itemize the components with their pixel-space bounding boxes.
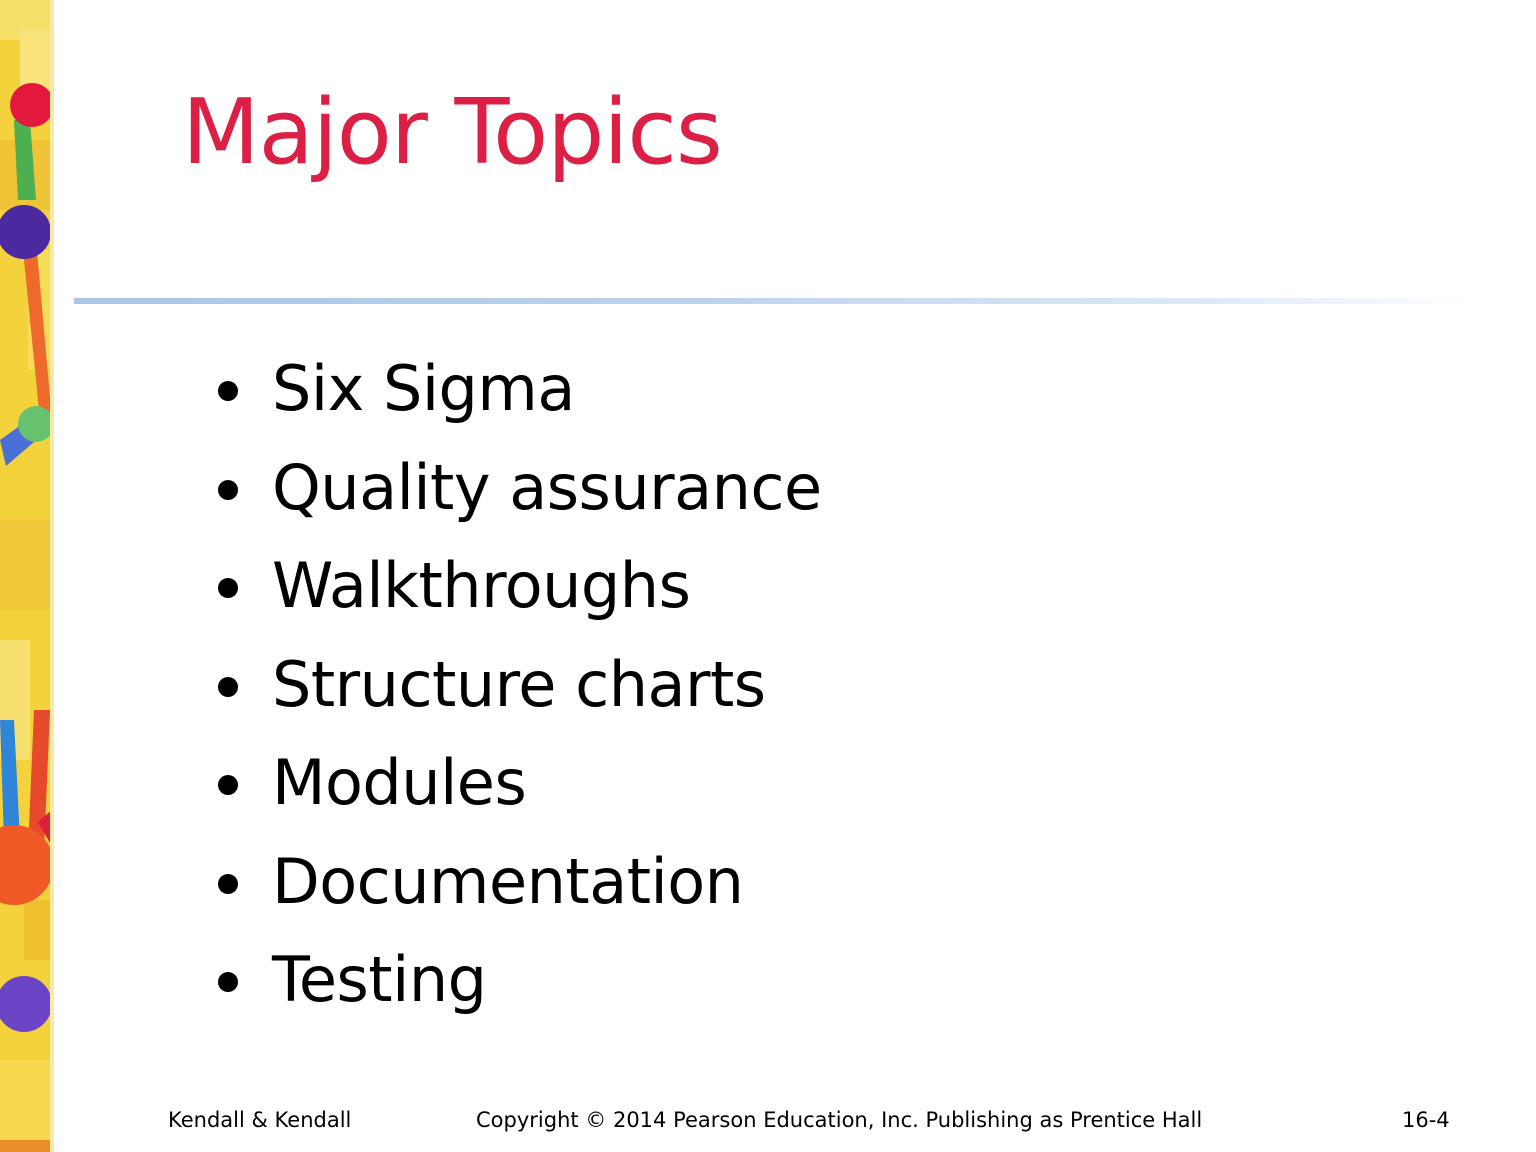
list-item: Walkthroughs bbox=[210, 537, 822, 636]
topic-label: Six Sigma bbox=[272, 352, 575, 425]
topic-label: Walkthroughs bbox=[272, 549, 691, 622]
bullet-icon bbox=[218, 972, 238, 992]
footer-authors: Kendall & Kendall bbox=[168, 1108, 352, 1132]
footer-slide-number: 16-4 bbox=[1402, 1108, 1450, 1132]
topic-label: Testing bbox=[272, 943, 487, 1016]
topic-label: Quality assurance bbox=[272, 450, 822, 524]
bullet-icon bbox=[218, 775, 238, 795]
topic-label: Structure charts bbox=[272, 647, 766, 721]
topic-list: Six Sigma Quality assurance Walkthroughs… bbox=[210, 340, 822, 1030]
topic-label: Modules bbox=[272, 746, 527, 819]
bullet-icon bbox=[218, 676, 238, 697]
decorative-art-strip bbox=[0, 0, 54, 1152]
slide-title: Major Topics bbox=[182, 80, 723, 185]
bullet-icon bbox=[218, 479, 238, 500]
topic-label: Documentation bbox=[272, 844, 744, 918]
title-divider bbox=[74, 298, 1474, 304]
bullet-icon bbox=[218, 873, 238, 894]
list-item: Structure charts bbox=[210, 636, 822, 735]
list-item: Quality assurance bbox=[210, 439, 822, 538]
footer-copyright: Copyright © 2014 Pearson Education, Inc.… bbox=[476, 1108, 1203, 1132]
list-item: Six Sigma bbox=[210, 340, 822, 439]
bullet-icon bbox=[218, 381, 238, 401]
bullet-icon bbox=[218, 578, 238, 598]
list-item: Testing bbox=[210, 931, 822, 1030]
list-item: Documentation bbox=[210, 833, 822, 932]
list-item: Modules bbox=[210, 734, 822, 833]
